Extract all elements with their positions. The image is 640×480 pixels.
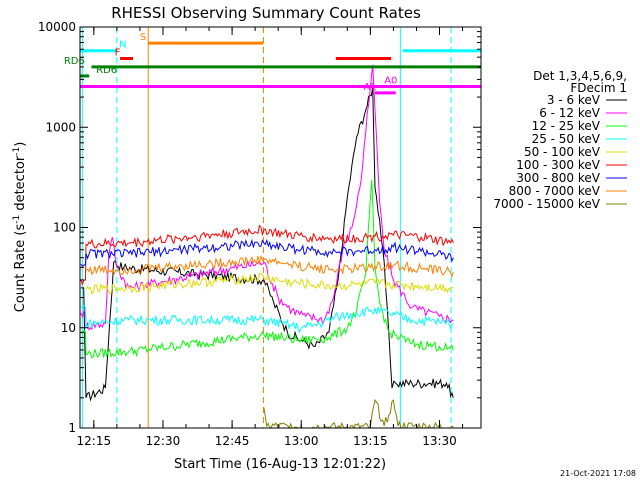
state-bar-label-8: A0 [384,75,397,86]
x-tick-label-5: 13:30 [422,434,457,448]
series-line-8 [263,398,454,430]
legend-label-6: 300 - 800 keV [516,171,600,185]
series-line-1 [80,64,454,331]
y-tick-label-3: 1000 [45,120,76,134]
state-bar-label-6: RD6 [96,65,117,76]
legend-header-line-1: Det 1,3,4,5,6,9, [533,69,627,83]
series-line-0 [80,87,454,402]
series-line-4 [85,272,454,295]
x-tick-label-2: 12:45 [215,434,250,448]
x-tick-label-0: 12:15 [77,434,112,448]
legend-label-0: 3 - 6 keV [547,93,601,107]
plot-layer: NSFRD6RD6A1A0 [64,27,481,430]
y-axis-label: Count Rate (s-1 detector-1) [12,142,28,313]
legend-label-3: 25 - 50 keV [532,132,601,146]
series-line-2 [80,179,454,359]
legend-header-line-2: FDecim 1 [570,81,627,95]
series-line-5 [80,224,454,286]
series-line-7 [85,255,454,279]
state-bar-label-5: RD6 [64,56,85,67]
chart-title: RHESSI Observing Summary Count Rates [111,4,421,22]
series-line-3 [80,305,454,333]
x-axis-label: Start Time (16-Aug-13 12:01:22) [174,457,386,472]
y-tick-label-4: 10000 [38,20,76,34]
legend-label-7: 800 - 7000 keV [509,184,601,198]
x-tick-label-4: 13:15 [353,434,388,448]
x-tick-label-3: 13:00 [284,434,319,448]
state-bar-label-0: N [119,40,126,51]
x-tick-label-1: 12:30 [146,434,181,448]
y-tick-label-1: 10 [61,321,76,335]
state-bar-label-1: S [140,32,146,43]
legend-label-2: 12 - 25 keV [532,119,601,133]
legend-label-4: 50 - 100 keV [524,145,601,159]
state-bar-label-2: F [115,48,121,59]
series-line-6 [80,238,454,267]
legend-label-5: 100 - 300 keV [516,158,600,172]
y-tick-label-0: 1 [68,421,76,435]
y-tick-label-2: 100 [53,221,76,235]
axis-layer: 1 10 100 1000 10000 12:15 12:30 12:45 13:00 13:15… [38,20,482,448]
legend-label-1: 6 - 12 keV [539,106,601,120]
legend-label-8: 7000 - 15000 keV [493,197,600,211]
footer-date: 21-Oct-2021 17:08 [560,469,636,478]
